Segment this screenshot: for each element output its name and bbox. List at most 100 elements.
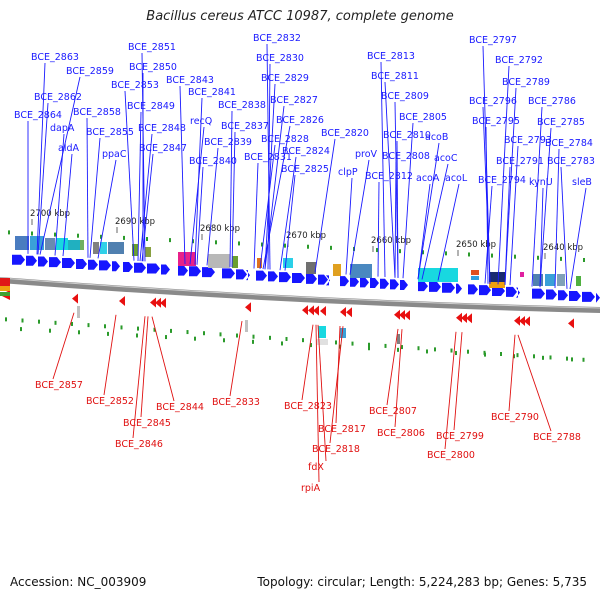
tick-mark: [566, 356, 568, 361]
forward-gene-arrow: [370, 278, 379, 289]
bottom-gene-label: BCE_2818: [312, 444, 360, 455]
forward-gene-arrow: [76, 258, 87, 269]
forward-genes: [12, 254, 600, 303]
feature-block: [93, 242, 99, 254]
feature-block: [533, 274, 543, 286]
tick-mark: [169, 238, 171, 243]
tick-mark: [49, 328, 51, 333]
top-gene-label: acoC: [434, 153, 458, 164]
leader-line: [141, 52, 146, 262]
forward-gene-arrow: [161, 264, 170, 275]
tick-mark: [467, 349, 469, 354]
tick-mark: [137, 326, 139, 331]
leader-line: [284, 174, 296, 271]
leader-line: [504, 166, 511, 285]
leader-line: [229, 321, 243, 397]
tick-mark: [560, 256, 562, 261]
top-gene-label: BCE_2826: [276, 115, 324, 126]
forward-gene-arrow: [380, 278, 389, 289]
top-gene-label: BCE_2827: [270, 95, 318, 106]
feature-block: [100, 242, 107, 254]
top-gene-label: BCE_2795: [472, 116, 520, 127]
tick-mark: [136, 333, 138, 338]
bottom-gene-label: BCE_2790: [491, 412, 539, 423]
leader-line: [264, 83, 276, 270]
tick-mark: [401, 345, 403, 350]
top-gene-label: BCE_2839: [204, 137, 252, 148]
feature-block: [45, 238, 55, 250]
tick-mark: [146, 237, 148, 242]
feature-block: [56, 238, 68, 250]
leader-line: [231, 131, 236, 268]
top-gene-label: BCE_2847: [139, 143, 187, 154]
leader-line: [267, 63, 271, 270]
forward-gene-arrow: [306, 273, 317, 284]
ruler-label: 2690 kbp: [115, 217, 155, 227]
feature-block: [145, 247, 151, 257]
top-gene-label: BCE_2863: [31, 52, 79, 63]
feature-block: [316, 339, 328, 345]
leader-line: [377, 181, 380, 277]
tick-mark: [186, 330, 189, 335]
reverse-gene-arrow: [524, 316, 530, 327]
leader-line: [417, 183, 431, 280]
feature-block: [350, 264, 372, 278]
leader-line: [179, 85, 186, 265]
leader-line: [569, 187, 587, 290]
top-gene-label: BCE_2797: [469, 35, 517, 46]
forward-gene-arrow: [546, 289, 557, 300]
forward-gene-arrow: [26, 255, 37, 266]
top-gene-label: aldA: [58, 143, 79, 154]
feature-block: [418, 268, 458, 282]
top-gene-label: BCE_2851: [128, 42, 176, 53]
tick-mark: [107, 331, 109, 336]
leader-line: [560, 166, 568, 289]
reverse-gene-arrow: [404, 310, 410, 321]
leader-line: [36, 62, 46, 255]
top-gene-label: BCE_2849: [127, 101, 175, 112]
tick-mark: [491, 253, 493, 258]
tick-mark: [445, 251, 447, 256]
top-gene-label: BCE_2791: [496, 156, 544, 167]
forward-gene-arrow: [12, 254, 25, 265]
feature-block: [471, 270, 479, 275]
top-gene-label: BCE_2808: [382, 151, 430, 162]
top-gene-label: BCE_2837: [221, 121, 269, 132]
tick-mark: [123, 235, 125, 240]
leader-line: [301, 324, 314, 401]
feature-block: [333, 264, 341, 276]
feature-block: [489, 272, 505, 282]
leader-line: [531, 106, 543, 287]
leader-line: [349, 159, 370, 275]
tick-mark: [307, 244, 309, 249]
tick-mark: [455, 351, 457, 356]
forward-gene-arrow: [506, 286, 517, 297]
top-gene-label: BCE_2830: [256, 53, 304, 64]
leader-line: [539, 127, 552, 288]
top-gene-label: BCE_2786: [528, 96, 576, 107]
tick-mark: [104, 324, 106, 329]
bottom-gene-label: rpiA: [301, 483, 321, 494]
forward-gene-arrow: [279, 272, 291, 283]
feature-block: [208, 254, 230, 268]
forward-gene-arrow: [360, 277, 369, 288]
top-gene-label: proV: [355, 149, 378, 160]
tick-mark: [215, 240, 217, 245]
forward-gene-arrow: [596, 292, 600, 303]
top-gene-label: BCE_2850: [129, 62, 177, 73]
leader-line: [396, 140, 399, 278]
tick-mark: [285, 336, 288, 341]
forward-gene-arrow: [292, 272, 305, 283]
top-gene-label: BCE_2848: [138, 123, 186, 134]
leader-line: [132, 316, 146, 439]
feature-block: [30, 236, 44, 250]
leader-line: [386, 328, 399, 406]
forward-gene-arrow: [400, 280, 408, 290]
tick-mark: [376, 248, 378, 253]
top-gene-label: BCE_2858: [73, 107, 121, 118]
ruler-labels: 2700 kbp 2690 kbp 2680 kbp 2670 kbp 2660 kbp…: [30, 209, 583, 253]
leader-line: [509, 145, 519, 286]
tick-mark: [310, 343, 312, 348]
forward-gene-arrow: [49, 257, 61, 268]
